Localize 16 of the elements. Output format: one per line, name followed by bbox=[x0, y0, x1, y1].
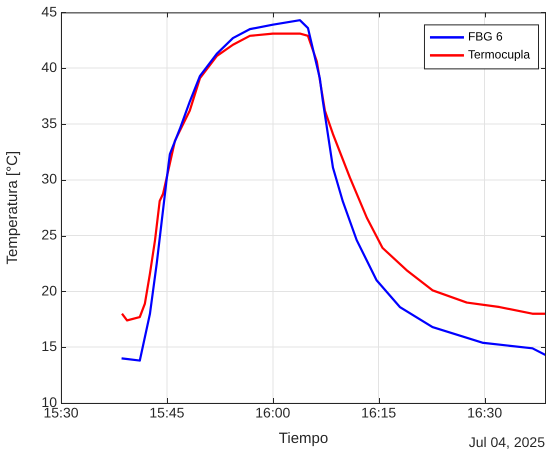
x-tick-label: 16:15 bbox=[361, 404, 396, 420]
y-tick-label: 20 bbox=[41, 282, 58, 298]
legend-label: FBG 6 bbox=[468, 30, 503, 44]
y-tick-label: 45 bbox=[41, 3, 58, 20]
x-tick-label: 15:45 bbox=[149, 404, 185, 420]
y-tick-label: 35 bbox=[41, 114, 58, 131]
x-tick-label: 16:00 bbox=[255, 404, 291, 420]
text: Jul 04, 2025 bbox=[468, 434, 546, 450]
y-axis-title: Temperatura [°C] bbox=[4, 150, 22, 264]
y-tick-label: 25 bbox=[41, 226, 58, 242]
x-tick-label: 16:30 bbox=[467, 404, 502, 420]
y-tick-label: 30 bbox=[41, 170, 58, 187]
legend-label: Termocupla bbox=[468, 48, 530, 62]
y-tick-label: 15 bbox=[41, 338, 58, 354]
y-tick-label: 40 bbox=[41, 59, 58, 76]
x-axis-title: Tiempo bbox=[278, 430, 328, 448]
